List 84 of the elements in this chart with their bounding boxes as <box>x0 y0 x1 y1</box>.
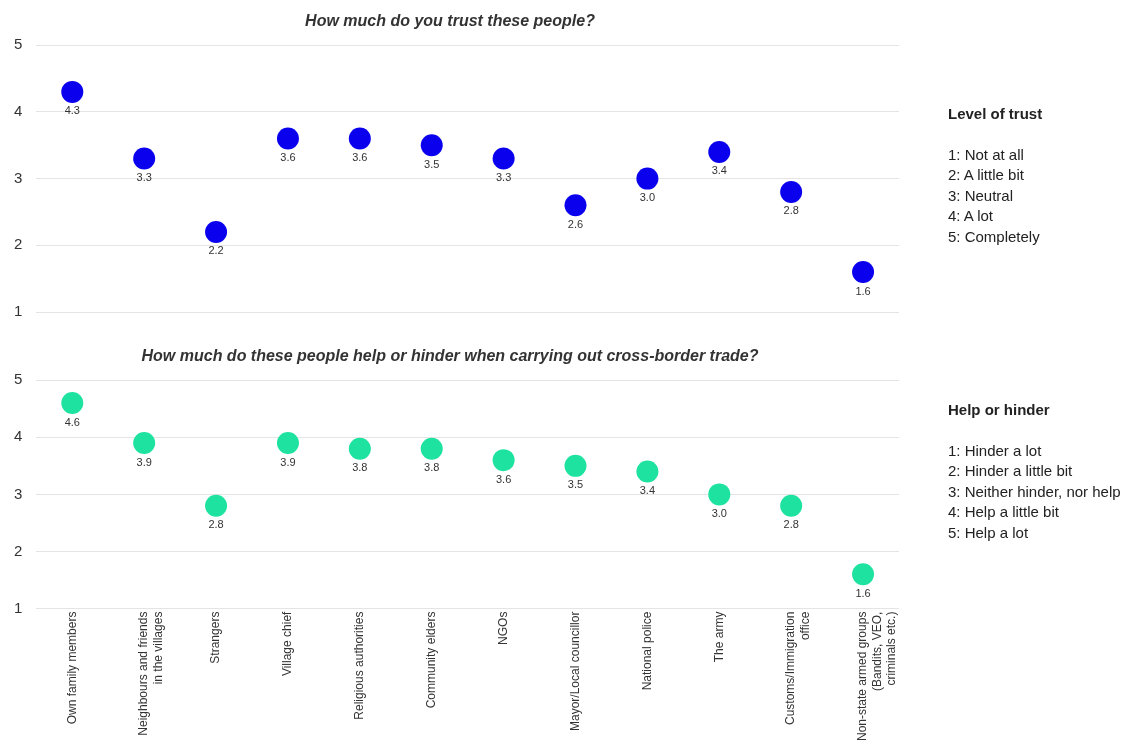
point <box>61 392 84 415</box>
y-tick-label: 3 <box>14 484 23 502</box>
data-label: 3.6 <box>495 472 512 485</box>
data-label: 2.8 <box>783 518 799 531</box>
data-label: 3.6 <box>352 151 368 164</box>
text: 3: Neither hinder, nor help <box>948 481 1121 502</box>
y-tick-label: 5 <box>14 35 23 53</box>
text: 5: Help a lot <box>948 522 1030 543</box>
data-label: 3.8 <box>352 461 368 474</box>
point <box>420 134 443 157</box>
point <box>564 194 587 217</box>
point <box>61 80 84 103</box>
point <box>636 460 659 483</box>
x-tick-label: NGOs <box>495 611 510 645</box>
x-tick-label: Religious authorities <box>352 611 367 720</box>
x-tick-label: The army <box>711 611 726 663</box>
data-label: 2.6 <box>567 217 584 230</box>
data-label: 4.3 <box>64 104 80 117</box>
point <box>852 563 875 586</box>
text: 1: Hinder a lot <box>948 440 1043 461</box>
data-label: 2.8 <box>208 518 224 531</box>
point <box>276 432 299 455</box>
data-label: 3.0 <box>711 506 727 519</box>
x-tick-label: Own family members <box>64 611 79 725</box>
point <box>780 180 803 203</box>
point <box>492 147 515 170</box>
text: Level of trust <box>948 104 1043 124</box>
point <box>780 494 803 517</box>
data-label: 3.4 <box>711 164 727 177</box>
data-label: 3.0 <box>639 191 656 204</box>
data-label: 3.9 <box>136 455 152 468</box>
y-tick-label: 4 <box>14 102 23 120</box>
data-label: 3.8 <box>424 461 440 474</box>
text: 5: Completely <box>948 226 1041 247</box>
point <box>564 454 587 477</box>
data-label: 2.8 <box>783 204 799 217</box>
data-label: 3.3 <box>136 171 152 184</box>
y-tick-label: 1 <box>14 302 23 320</box>
text: 2: A little bit <box>948 165 1025 185</box>
point <box>492 449 515 472</box>
y-tick-label: 1 <box>14 598 23 616</box>
x-tick-label: Customs/Immigration office <box>783 611 812 725</box>
x-tick-label: Neighbours and friends in the villages <box>136 611 165 736</box>
x-tick-label: Non-state armed groups (Bandits, VEO, criminals etc.) <box>855 611 899 742</box>
x-tick-label: Strangers <box>208 611 223 664</box>
text: 2: Hinder a little bit <box>948 461 1074 481</box>
point <box>276 127 299 150</box>
point <box>348 127 371 150</box>
text: 4: A lot <box>948 206 995 226</box>
point <box>708 140 731 163</box>
x-tick-label: National police <box>639 611 654 691</box>
data-label: 3.6 <box>280 151 296 164</box>
point <box>205 494 228 517</box>
chart-title: How much do you trust these people? <box>305 12 596 30</box>
point <box>852 260 875 283</box>
x-tick-label: Village chief <box>280 610 295 677</box>
text: 4: Help a little bit <box>948 502 1060 522</box>
point <box>133 147 156 170</box>
y-tick-label: 3 <box>14 168 23 186</box>
point <box>708 483 731 506</box>
data-label: 1.6 <box>855 586 871 599</box>
point <box>348 437 371 460</box>
text: Help or hinder <box>948 400 1051 420</box>
data-label: 2.2 <box>208 244 224 257</box>
y-tick-label: 2 <box>14 541 23 559</box>
point <box>636 167 659 190</box>
data-label: 3.5 <box>567 478 584 491</box>
y-tick-label: 2 <box>14 235 23 253</box>
point <box>205 220 228 243</box>
chart-title: How much do these people help or hinder when carrying out cross-border trade? <box>141 347 759 365</box>
data-label: 3.4 <box>639 484 656 497</box>
y-tick-label: 4 <box>14 427 23 445</box>
data-label: 3.5 <box>424 157 440 170</box>
point <box>133 432 156 455</box>
text: 1: Not at all <box>948 144 1025 165</box>
y-tick-label: 5 <box>14 370 23 388</box>
x-tick-label: Community elders <box>424 611 439 709</box>
text: 3: Neutral <box>948 185 1015 206</box>
data-label: 4.6 <box>64 415 80 428</box>
data-label: 3.9 <box>280 455 296 468</box>
x-tick-label: Mayor/Local councillor <box>567 611 582 731</box>
data-label: 3.3 <box>495 171 512 184</box>
point <box>420 437 443 460</box>
data-label: 1.6 <box>855 284 871 297</box>
